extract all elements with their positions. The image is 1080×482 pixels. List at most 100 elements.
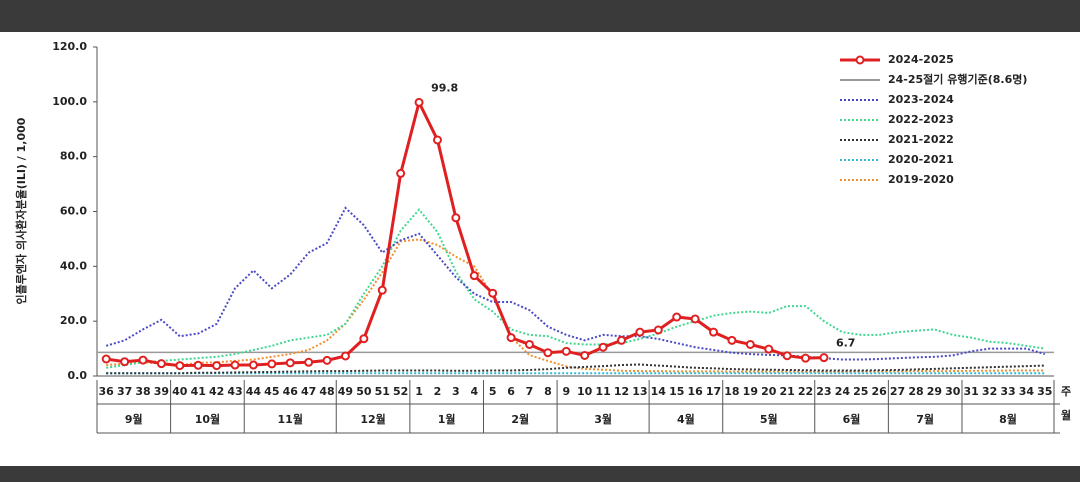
x-tick-label: 6 [507,385,515,398]
month-label: 12월 [360,412,385,426]
y-tick-label: 20.0 [60,314,87,327]
month-label: 3월 [594,412,612,426]
x-tick-label: 36 [99,385,115,398]
month-label: 8월 [999,412,1017,426]
y-tick-label: 0.0 [68,369,88,382]
data-point [322,355,332,365]
x-tick-label: 2 [434,385,442,398]
x-tick-label: 19 [743,385,758,398]
x-tick-label: 11 [595,385,610,398]
data-point [359,334,369,344]
data-point [690,314,700,324]
x-tick-label: 26 [872,385,888,398]
data-point [212,361,222,371]
y-axis-label: 인플루엔자 의사환자분율(ILI) / 1,000 [14,117,28,304]
x-tick-label: 39 [154,385,169,398]
data-point [598,342,608,352]
data-point [451,213,461,223]
data-point [727,335,737,345]
x-tick-label: 27 [890,385,905,398]
data-point [488,288,498,298]
x-tick-label: 1 [415,385,423,398]
x-axis-label-week: 주 [1061,385,1071,398]
x-tick-label: 50 [356,385,372,398]
data-point [285,358,295,368]
top-bar [0,0,1080,32]
x-tick-label: 25 [853,385,868,398]
y-tick-label: 120.0 [52,40,87,53]
x-tick-label: 28 [908,385,923,398]
x-tick-label: 52 [393,385,408,398]
month-label: 7월 [916,412,934,426]
data-point [764,344,774,354]
x-tick-label: 5 [489,385,497,398]
x-tick-label: 38 [135,385,150,398]
x-tick-label: 31 [964,385,979,398]
y-tick-label: 60.0 [60,205,87,218]
data-label: 6.7 [836,337,856,350]
bottom-bar [0,466,1080,482]
x-tick-label: 10 [577,385,593,398]
data-point [414,97,424,107]
x-tick-label: 37 [117,385,132,398]
data-point [377,285,387,295]
x-tick-label: 32 [982,385,997,398]
data-point [709,327,719,337]
x-tick-label: 41 [191,385,206,398]
x-tick-label: 48 [319,385,334,398]
data-point [101,354,111,364]
y-tick-label: 80.0 [60,150,87,163]
data-point [653,325,663,335]
month-label: 4월 [677,412,695,426]
data-point [561,346,571,356]
x-tick-label: 42 [209,385,224,398]
series-line [106,363,1045,375]
x-tick-label: 47 [301,385,316,398]
data-point [340,351,350,361]
x-tick-label: 7 [526,385,534,398]
data-point [819,353,829,363]
x-tick-label: 16 [687,385,703,398]
data-point [543,348,553,358]
data-point [432,135,442,145]
month-label: 5월 [760,412,778,426]
month-label: 9월 [125,412,143,426]
data-point [396,168,406,178]
data-point [617,335,627,345]
x-tick-label: 4 [470,385,478,398]
series-line [106,238,1045,373]
x-tick-label: 30 [945,385,961,398]
data-point [672,312,682,322]
data-point [745,339,755,349]
legend-marker [855,55,865,65]
data-label: 99.8 [431,81,458,94]
x-tick-label: 20 [761,385,777,398]
data-point [230,360,240,370]
data-point [580,350,590,360]
x-tick-label: 35 [1037,385,1052,398]
data-point [801,353,811,363]
data-point [506,333,516,343]
x-tick-label: 49 [338,385,353,398]
x-tick-label: 9 [562,385,570,398]
y-tick-label: 100.0 [52,95,87,108]
legend-label: 2019-2020 [888,173,954,186]
series-line [106,208,1045,369]
data-point [782,351,792,361]
legend-label: 2020-2021 [888,153,954,166]
x-tick-label: 33 [1000,385,1015,398]
legend-label: 2024-2025 [888,53,954,66]
series-line [105,98,824,368]
data-point [175,361,185,371]
x-tick-label: 40 [172,385,188,398]
x-tick-label: 46 [283,385,299,398]
x-tick-label: 23 [816,385,831,398]
month-label: 11월 [278,412,303,426]
x-tick-label: 24 [835,385,851,398]
x-tick-label: 51 [375,385,390,398]
x-tick-label: 14 [651,385,667,398]
x-tick-label: 29 [927,385,942,398]
x-tick-label: 13 [632,385,647,398]
x-tick-label: 3 [452,385,460,398]
